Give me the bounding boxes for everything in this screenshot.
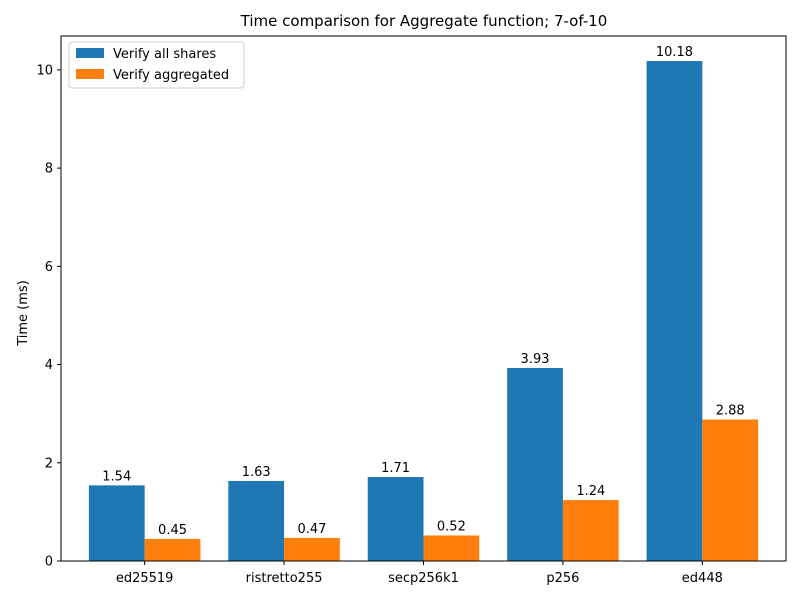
- bar-p256-series-2: [562, 500, 619, 561]
- data-label: 0.47: [297, 522, 326, 537]
- legend-swatch-2: [76, 69, 104, 79]
- x-ticks-group: ed25519 ristretto255 secp256k1 p256 ed448: [116, 561, 723, 586]
- bar-secp256k1-series-1: [367, 477, 424, 561]
- y-tick-label: 8: [45, 162, 53, 177]
- y-tick-label: 4: [45, 358, 53, 373]
- data-label: 2.88: [716, 404, 745, 419]
- legend-label-2: Verify aggregated: [113, 68, 229, 83]
- x-tick-label: secp256k1: [388, 571, 459, 586]
- x-tick-label: ed448: [682, 571, 723, 586]
- legend-box: [68, 41, 245, 89]
- x-tick-label: ed25519: [116, 571, 174, 586]
- legend-swatch-1: [76, 48, 104, 58]
- x-tick-label: p256: [546, 571, 579, 586]
- legend-label-1: Verify all shares: [113, 47, 216, 62]
- plot-frame: [60, 35, 787, 562]
- bars-group: [88, 61, 759, 561]
- bar-ed25519-series-1: [88, 485, 145, 561]
- data-label: 0.52: [437, 519, 466, 534]
- data-label: 1.63: [242, 465, 271, 480]
- legend: Verify all shares Verify aggregated: [68, 41, 245, 89]
- data-label: 1.54: [102, 469, 131, 484]
- bar-secp256k1-series-2: [423, 535, 480, 561]
- bar-ed25519-series-2: [144, 538, 201, 561]
- bar-ed448-series-2: [702, 419, 759, 561]
- y-tick-label: 10: [36, 63, 53, 78]
- y-tick-label: 0: [45, 555, 53, 570]
- x-tick-label: ristretto255: [246, 571, 323, 586]
- bar-ristretto255-series-1: [228, 480, 285, 561]
- data-label: 0.45: [158, 523, 187, 538]
- data-label: 10.18: [656, 45, 693, 60]
- y-ticks-group: 0 2 4 6 8 10: [36, 63, 61, 570]
- data-label: 1.24: [576, 484, 605, 499]
- data-label: 1.71: [381, 461, 410, 476]
- y-axis-label: Time (ms): [16, 280, 31, 347]
- bar-p256-series-1: [507, 367, 563, 561]
- bar-ed448-series-1: [646, 61, 703, 561]
- y-tick-label: 2: [45, 456, 53, 471]
- data-labels-group: 1.54 1.63 1.71 3.93 10.18 0.45 0.47 0.52 1.24 2.8…: [102, 45, 744, 538]
- data-label: 3.93: [521, 352, 550, 367]
- bar-ristretto255-series-2: [284, 537, 340, 561]
- y-tick-label: 6: [45, 260, 53, 275]
- chart-title: Time comparison for Aggregate function; …: [240, 12, 608, 30]
